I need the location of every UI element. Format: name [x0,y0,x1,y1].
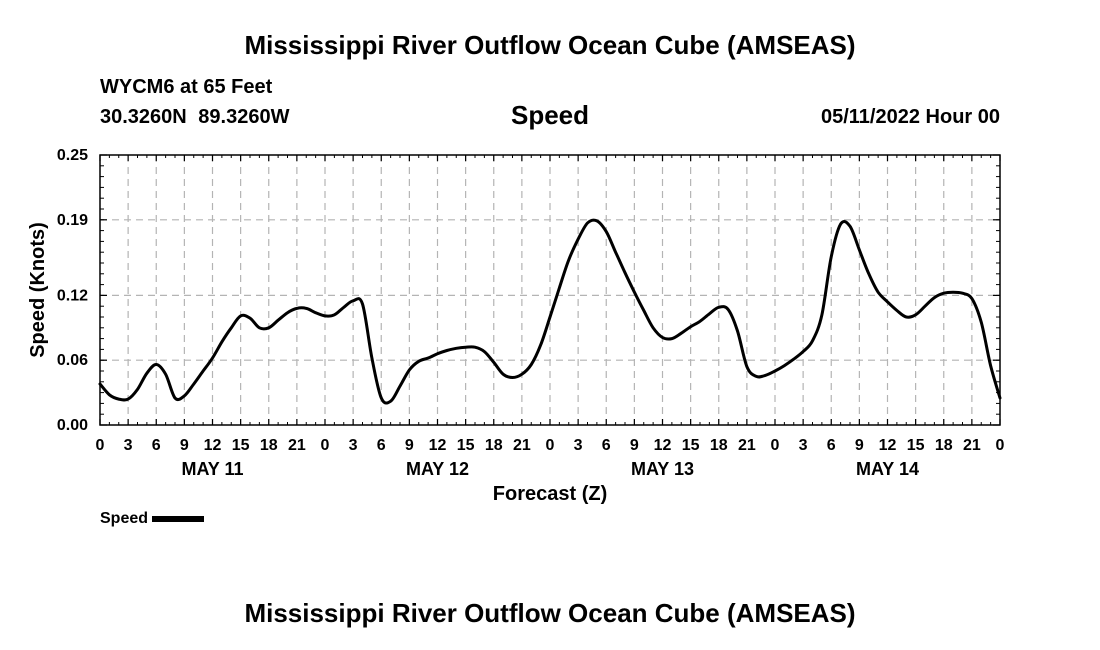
x-tick-label: 21 [288,437,306,454]
x-tick-label: 18 [710,437,728,454]
x-tick-label: 15 [907,437,925,454]
x-tick-label: 0 [546,437,555,454]
x-tick-label: 21 [738,437,756,454]
x-tick-label: 0 [321,437,330,454]
x-tick-label: 6 [377,437,386,454]
plot-frame [99,154,1001,426]
date-label: MAY 12 [406,459,469,479]
speed-series-line [98,218,1002,405]
x-tick-label: 12 [204,437,222,454]
x-tick-label: 18 [935,437,953,454]
tick-label-layer: 0 3 6 9 12 15 18 21 0 3 6 9 12 15 18 21 0 3 6 9 12 15 18 21 0 3 6 9… [57,147,1005,479]
x-tick-label: 9 [405,437,414,454]
coordinates-label: 30.3260N 89.3260W [100,106,290,128]
date-label: MAY 14 [856,459,919,479]
variable-title: Speed [510,100,590,130]
legend-swatch [152,516,205,522]
x-tick-label: 18 [485,437,503,454]
x-tick-label: 6 [827,437,836,454]
x-tick-label: 15 [682,437,700,454]
station-label: WYCM6 at 65 Feet [100,76,273,98]
x-tick-label: 15 [232,437,250,454]
y-tick-label: 0.12 [57,287,88,304]
x-tick-label: 0 [771,437,780,454]
x-tick-label: 12 [654,437,672,454]
x-tick-label: 21 [513,437,531,454]
x-tick-label: 0 [996,437,1005,454]
y-tick-label: 0.06 [57,352,88,369]
x-tick-label: 9 [180,437,189,454]
y-tick-label: 0.25 [57,147,88,164]
grid-layer [100,155,1000,425]
y-tick-label: 0.19 [57,212,88,229]
y-axis-title: Speed (Knots) [27,222,49,358]
legend: Speed [100,510,205,528]
legend-label: Speed [100,510,149,527]
date-label: MAY 13 [631,459,694,479]
x-tick-label: 3 [349,437,358,454]
x-tick-label: 3 [124,437,133,454]
x-tick-label: 21 [963,437,981,454]
x-tick-label: 6 [602,437,611,454]
x-tick-label: 3 [799,437,808,454]
date-label: MAY 11 [181,459,243,479]
x-axis-title: Forecast (Z) [493,483,607,505]
forecast-datetime: 05/11/2022 Hour 00 [820,106,1000,128]
x-tick-label: 9 [855,437,864,454]
y-tick-label: 0.00 [57,417,88,434]
x-tick-label: 6 [152,437,161,454]
footer-title: Mississippi River Outflow Ocean Cube (AM… [244,598,856,628]
x-tick-label: 3 [574,437,583,454]
x-tick-label: 0 [96,437,105,454]
figure-title: Mississippi River Outflow Ocean Cube (AM… [244,30,856,60]
x-tick-label: 18 [260,437,278,454]
x-tick-label: 12 [429,437,447,454]
x-tick-label: 15 [457,437,475,454]
x-tick-label: 9 [630,437,639,454]
x-tick-label: 12 [879,437,897,454]
